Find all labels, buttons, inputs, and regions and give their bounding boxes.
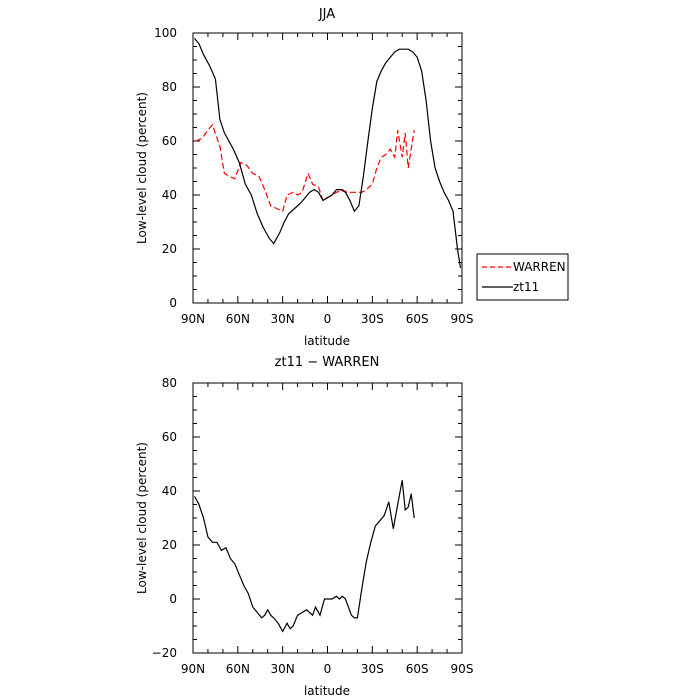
series-line-series-0: [193, 480, 415, 633]
y-tick-label: 60: [162, 134, 177, 148]
y-tick-label: 60: [162, 430, 177, 444]
series-lines: [193, 480, 415, 633]
series-line-warren: [195, 123, 415, 213]
axis-tick-labels: 90N 60N 30N 0 30S 60S 90S −20 0 20 40 60 80: [152, 376, 474, 676]
chart-title: JJA: [318, 7, 335, 22]
axis-ticks: [192, 382, 463, 654]
legend-label-warren: WARREN: [513, 260, 566, 274]
axis-ticks: [192, 32, 463, 304]
y-axis-label: Low-level cloud (percent): [135, 92, 149, 244]
y-tick-label: 20: [162, 242, 177, 256]
legend-label-zt11: zt11: [513, 280, 539, 294]
y-tick-label: 20: [162, 538, 177, 552]
y-tick-label: 100: [154, 26, 177, 40]
x-tick-label: 60S: [406, 312, 429, 326]
y-tick-label: 0: [169, 592, 177, 606]
x-tick-label: 60N: [226, 312, 250, 326]
x-axis-label: latitude: [304, 684, 350, 698]
chart-panel-top: JJA 90N 60N 30N 0 30S 60S 90S 0 20 40 60 80 100 lati…: [135, 7, 473, 348]
legend-box: [476, 253, 569, 301]
x-axis-label: latitude: [304, 334, 350, 348]
x-tick-label: 90S: [451, 312, 474, 326]
x-tick-label: 90N: [181, 662, 205, 676]
legend: WARREN zt11: [476, 253, 569, 301]
y-tick-label: 0: [169, 296, 177, 310]
x-tick-label: 90N: [181, 312, 205, 326]
x-tick-label: 60N: [226, 662, 250, 676]
y-tick-label: 40: [162, 484, 177, 498]
y-tick-label: 80: [162, 80, 177, 94]
y-tick-label: 80: [162, 376, 177, 390]
axis-tick-labels: 90N 60N 30N 0 30S 60S 90S 0 20 40 60 80 100: [154, 26, 473, 326]
x-tick-label: 0: [324, 312, 332, 326]
x-tick-label: 0: [324, 662, 332, 676]
x-tick-label: 30S: [361, 312, 384, 326]
chart-panel-bottom: zt11 − WARREN 90N 60N 30N 0 30S 60S 90S −20 0 20 4…: [135, 355, 473, 698]
y-tick-label: 40: [162, 188, 177, 202]
x-tick-label: 30N: [271, 662, 295, 676]
x-tick-label: 30N: [271, 312, 295, 326]
x-tick-label: 90S: [451, 662, 474, 676]
x-tick-label: 60S: [406, 662, 429, 676]
series-line-zt11: [194, 38, 462, 268]
y-axis-label: Low-level cloud (percent): [135, 442, 149, 594]
x-tick-label: 30S: [361, 662, 384, 676]
series-lines: [194, 38, 462, 268]
plot-frame: [192, 382, 463, 654]
chart-title: zt11 − WARREN: [275, 355, 380, 370]
y-tick-label: −20: [152, 646, 177, 660]
